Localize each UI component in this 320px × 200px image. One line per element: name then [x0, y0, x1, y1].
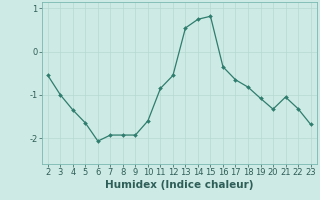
X-axis label: Humidex (Indice chaleur): Humidex (Indice chaleur) [105, 180, 253, 190]
